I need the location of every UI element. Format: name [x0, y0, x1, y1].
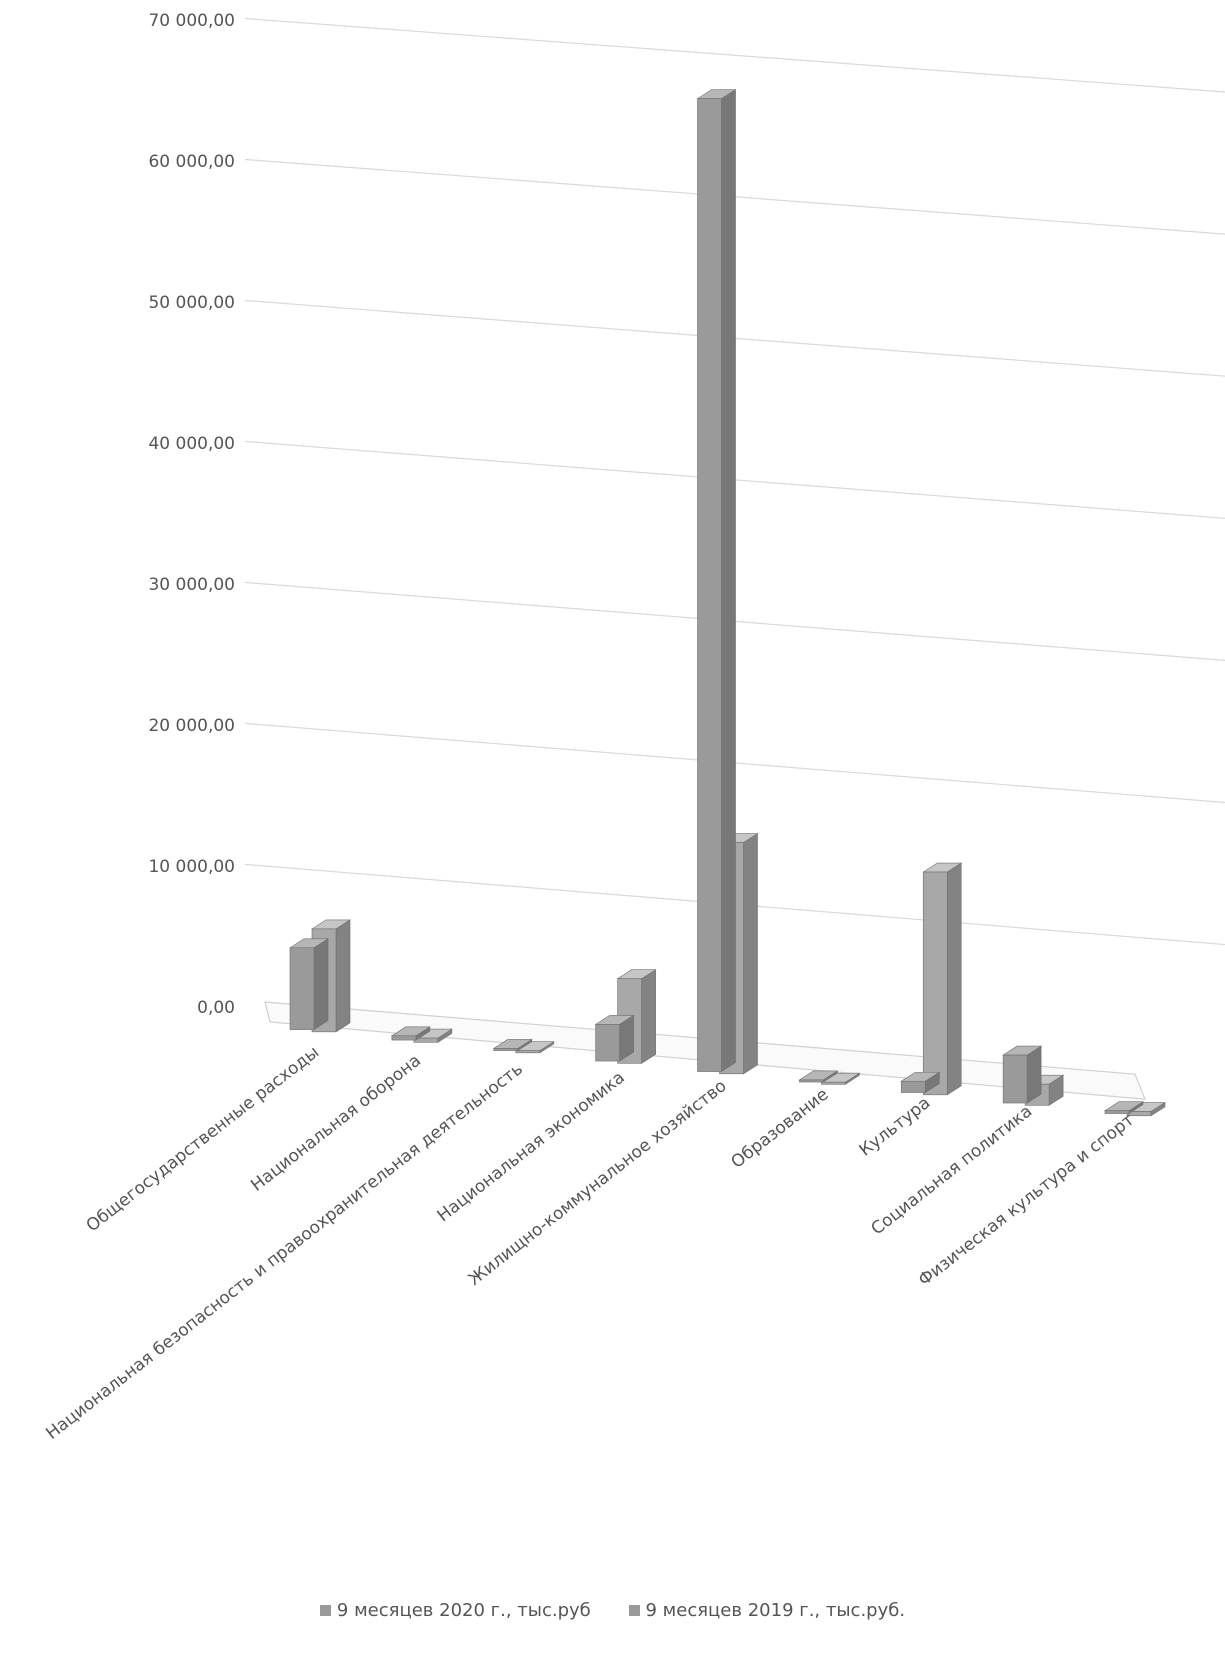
- bar-2020: [1104, 1110, 1130, 1114]
- x-tick-label: Национальная экономика: [434, 1068, 629, 1227]
- x-tick-label: Жилищно-коммунальное хозяйство: [465, 1076, 731, 1290]
- bar-2020-side: [1026, 1045, 1042, 1104]
- legend-label-2020: 9 месяцев 2020 г., тыс.руб: [336, 1600, 591, 1621]
- y-tick-label: 40 000,00: [148, 434, 235, 454]
- x-tick-label: Образование: [727, 1085, 832, 1173]
- y-tick-label: 70 000,00: [148, 11, 235, 31]
- y-tick-label: 50 000,00: [148, 293, 235, 313]
- bar-2019-side: [743, 833, 758, 1075]
- bar-2020: [1002, 1054, 1028, 1104]
- x-tick-label: Физическая культура и спорт: [915, 1110, 1138, 1291]
- x-tick-label: Культура: [856, 1093, 935, 1161]
- gridline: [244, 17, 1225, 93]
- y-tick-label: 30 000,00: [148, 575, 235, 595]
- legend-item-2020: 9 месяцев 2020 г., тыс.руб: [319, 1600, 591, 1621]
- bar-2020-side: [721, 89, 736, 1073]
- bar-2019-side: [641, 969, 656, 1064]
- bar-2020-side: [313, 938, 329, 1031]
- legend-swatch-2019: [628, 1605, 640, 1616]
- bar-2019-side: [335, 919, 351, 1033]
- bar-2020: [289, 947, 315, 1030]
- bar-2020: [900, 1080, 926, 1093]
- y-tick-label: 60 000,00: [148, 152, 235, 172]
- bar-2019: [515, 1050, 541, 1054]
- bar-2019-side: [946, 862, 962, 1096]
- bar-2019: [922, 871, 948, 1096]
- legend-label-2019: 9 месяцев 2019 г., тыс.руб.: [645, 1600, 906, 1621]
- bar-2020: [595, 1024, 620, 1062]
- legend-item-2019: 9 месяцев 2019 г., тыс.руб.: [628, 1600, 906, 1621]
- y-tick-label: 0,00: [197, 998, 235, 1018]
- legend: 9 месяцев 2020 г., тыс.руб 9 месяцев 201…: [0, 1600, 1225, 1621]
- bar-2020: [697, 98, 722, 1072]
- bar-2020: [391, 1035, 417, 1041]
- y-tick-label: 20 000,00: [148, 716, 235, 736]
- x-tick-label: Общегосударственные расходы: [83, 1042, 323, 1236]
- y-tick-label: 10 000,00: [148, 857, 235, 877]
- legend-swatch-2020: [319, 1605, 331, 1616]
- bar-2020: [799, 1079, 824, 1083]
- x-tick-label: Национальная безопасность и правоохранит…: [42, 1059, 526, 1444]
- bar-2020: [493, 1048, 519, 1051]
- bar-2019: [821, 1081, 846, 1085]
